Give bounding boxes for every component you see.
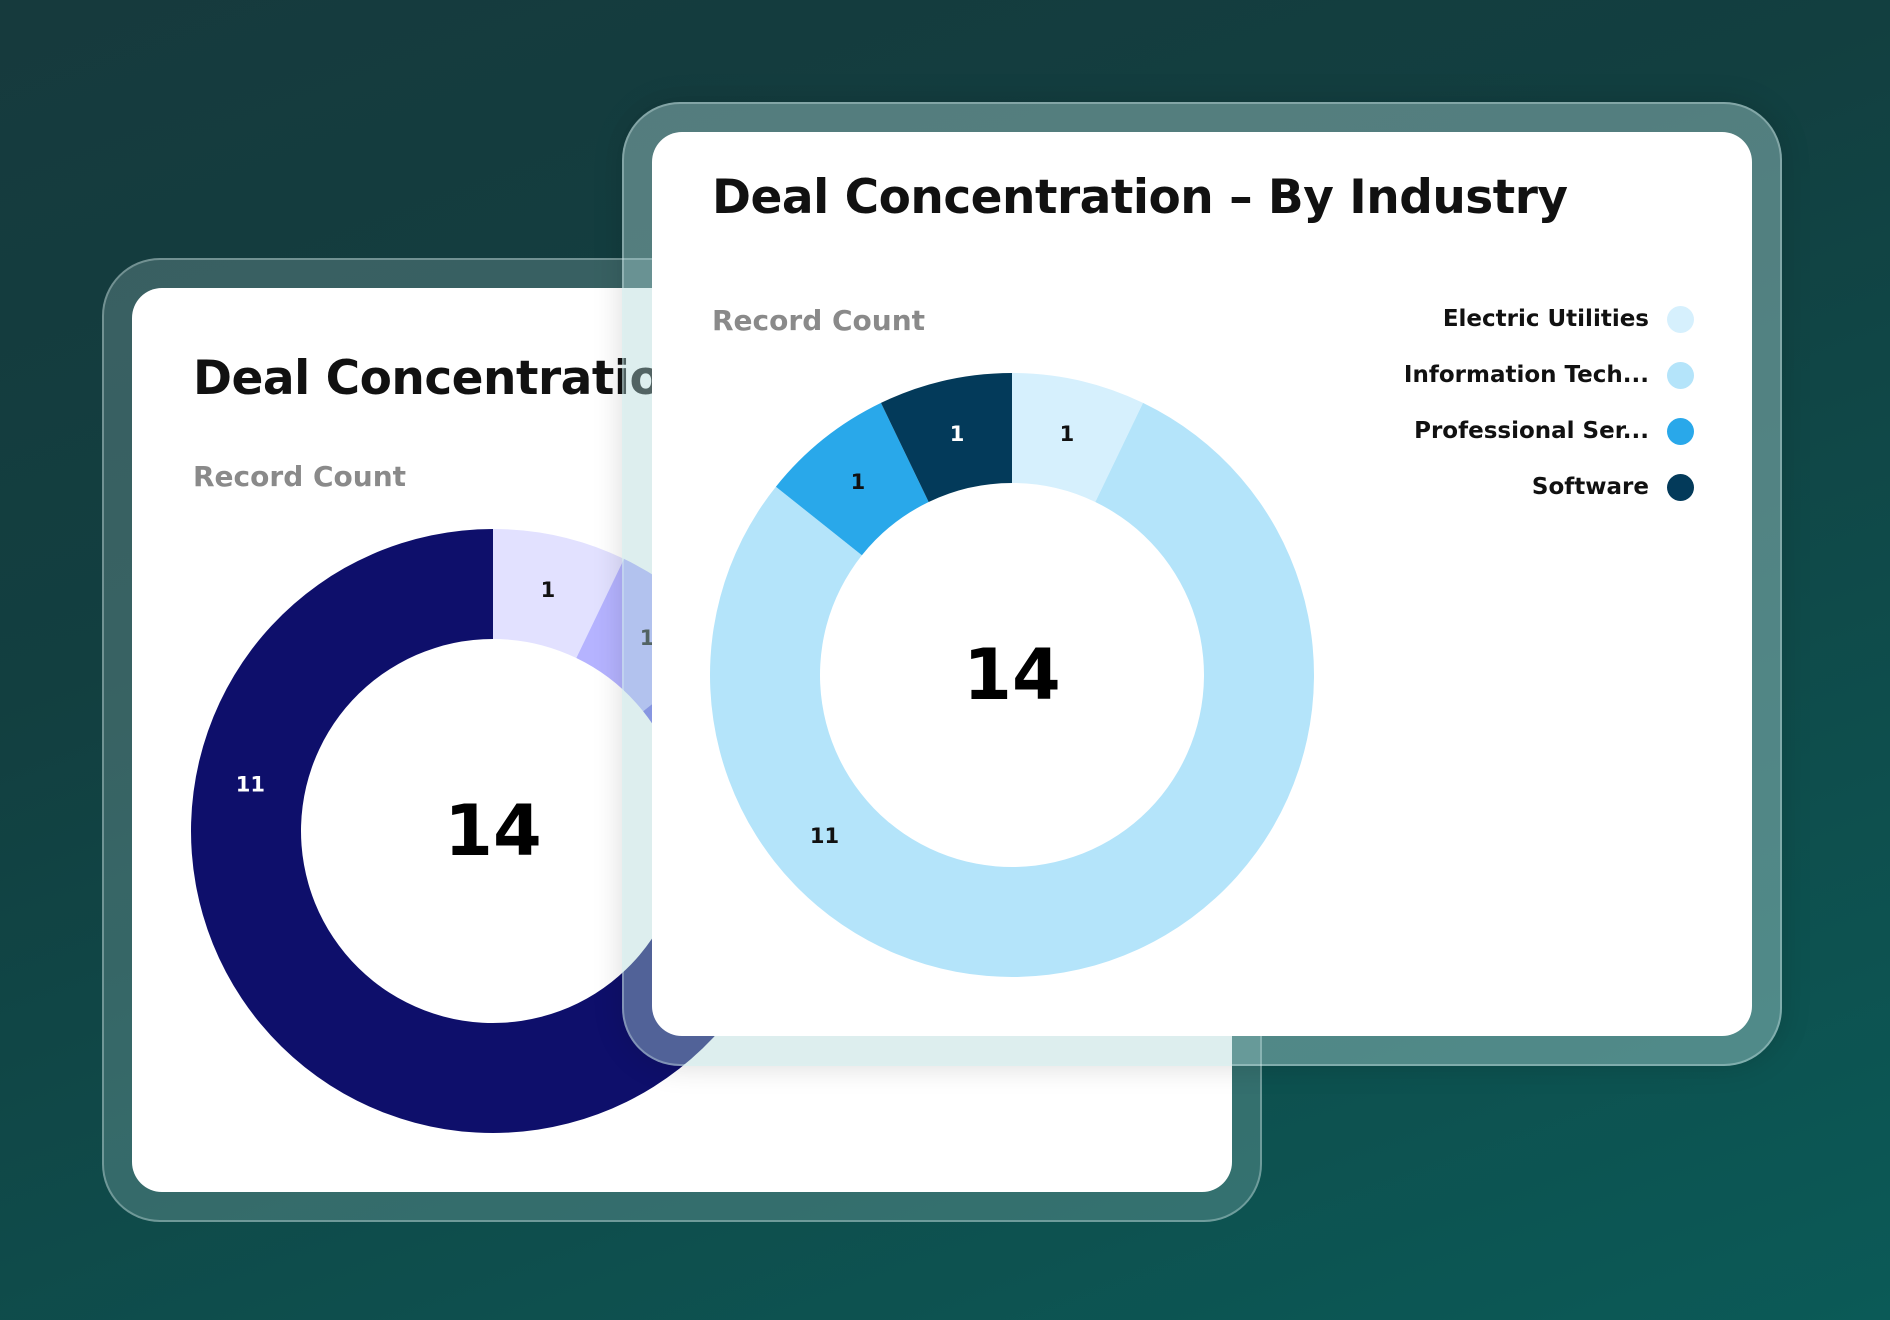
back-chart-title: Deal Concentration (193, 351, 695, 406)
back-data-label-1: 1 (640, 626, 655, 650)
legend-swatch (1667, 305, 1694, 333)
front-data-label-3: 1 (950, 422, 965, 446)
front-data-label-0: 1 (1060, 422, 1075, 446)
front-center-total: 14 (963, 634, 1060, 716)
legend-label: Software (1531, 474, 1649, 500)
front-data-label-2: 1 (851, 470, 866, 494)
legend-item[interactable]: Software (1532, 472, 1694, 502)
front-chart-title: Deal Concentration – By Industry (712, 170, 1568, 225)
legend-item[interactable]: Electric Utilities (1443, 304, 1694, 334)
back-slice-0[interactable] (493, 529, 625, 659)
legend-label: Information Tech... (1403, 362, 1649, 388)
front-slice-3[interactable] (880, 373, 1012, 503)
back-center-total: 14 (444, 790, 541, 872)
back-chart-subtitle: Record Count (193, 460, 407, 493)
legend-item[interactable]: Professional Ser... (1414, 416, 1694, 446)
legend-swatch (1667, 473, 1694, 501)
legend-label: Electric Utilities (1442, 306, 1649, 332)
legend-item[interactable]: Information Tech... (1404, 360, 1694, 390)
legend-swatch (1667, 361, 1694, 389)
back-slice-3[interactable] (191, 529, 795, 1133)
front-slice-2[interactable] (775, 402, 929, 556)
front-chart-card: Deal Concentration – By Industry Record … (652, 132, 1752, 1036)
legend-swatch (1667, 417, 1694, 445)
front-slice-1[interactable] (710, 402, 1314, 978)
front-data-label-1: 11 (810, 824, 839, 848)
back-data-label-3: 11 (236, 773, 265, 797)
front-chart-subtitle: Record Count (712, 304, 926, 337)
back-data-label-0: 1 (541, 578, 556, 602)
legend-label: Professional Ser... (1414, 418, 1649, 444)
front-slice-0[interactable] (1012, 373, 1144, 503)
